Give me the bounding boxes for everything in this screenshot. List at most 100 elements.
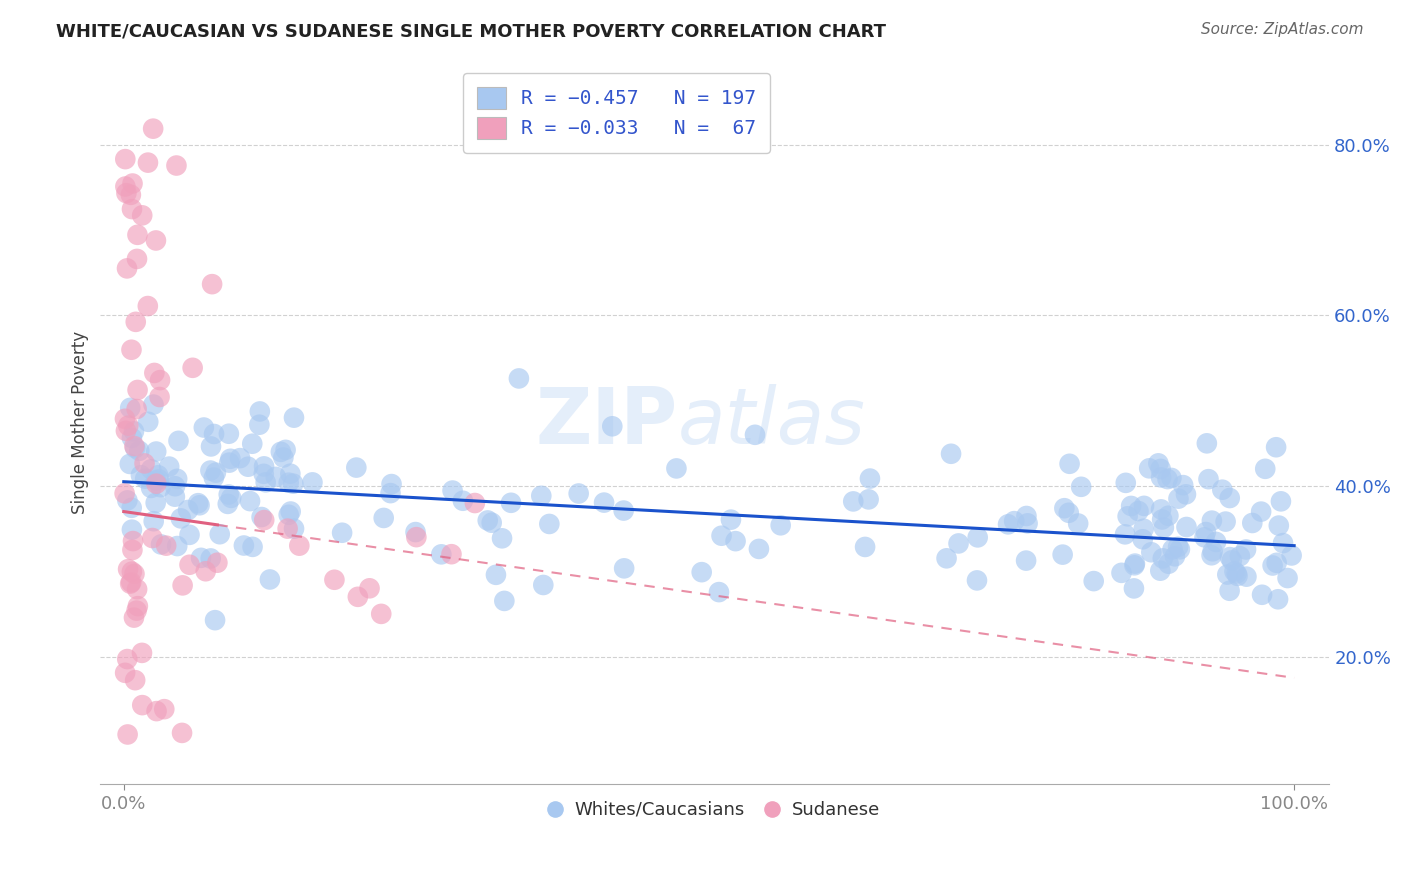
Point: [273, 450, 295, 465]
Point: [853, 540, 876, 554]
Point: [117, 652, 139, 666]
Point: [114, 665, 136, 680]
Point: [202, 427, 225, 442]
Point: [232, 539, 254, 553]
Point: [344, 460, 367, 475]
Point: [277, 508, 299, 522]
Point: [1152, 551, 1174, 566]
Point: [277, 475, 299, 490]
Point: [240, 436, 263, 450]
Point: [143, 366, 166, 380]
Point: [190, 550, 212, 565]
Point: [997, 517, 1019, 532]
Point: [170, 726, 193, 740]
Point: [430, 547, 453, 561]
Point: [142, 398, 165, 412]
Point: [145, 704, 167, 718]
Point: [259, 573, 281, 587]
Point: [124, 441, 146, 455]
Point: [1121, 499, 1143, 513]
Point: [254, 475, 277, 490]
Point: [1122, 582, 1144, 596]
Point: [1132, 533, 1154, 547]
Point: [1057, 506, 1080, 520]
Point: [1201, 548, 1223, 562]
Point: [121, 565, 143, 579]
Point: [724, 534, 747, 549]
Point: [707, 585, 730, 599]
Point: [121, 343, 143, 357]
Point: [131, 646, 153, 660]
Point: [283, 410, 305, 425]
Point: [145, 444, 167, 458]
Point: [194, 564, 217, 578]
Point: [485, 567, 508, 582]
Point: [121, 431, 143, 445]
Point: [125, 402, 148, 417]
Point: [217, 497, 239, 511]
Point: [494, 594, 516, 608]
Point: [1250, 505, 1272, 519]
Text: ZIP: ZIP: [536, 384, 678, 460]
Point: [710, 529, 733, 543]
Point: [280, 504, 302, 518]
Point: [141, 481, 163, 495]
Point: [166, 539, 188, 553]
Point: [538, 516, 561, 531]
Point: [1268, 518, 1291, 533]
Point: [219, 491, 242, 505]
Point: [1114, 527, 1136, 541]
Point: [1161, 542, 1184, 557]
Point: [1254, 462, 1277, 476]
Point: [121, 202, 143, 216]
Point: [690, 565, 713, 579]
Point: [1229, 549, 1251, 564]
Point: [1219, 583, 1241, 598]
Point: [149, 373, 172, 387]
Point: [1234, 542, 1257, 557]
Point: [1015, 553, 1038, 567]
Point: [1017, 516, 1039, 531]
Point: [593, 495, 616, 509]
Point: [1272, 536, 1295, 550]
Point: [253, 513, 276, 527]
Point: [218, 426, 240, 441]
Point: [613, 561, 636, 575]
Point: [121, 523, 143, 537]
Point: [188, 498, 211, 512]
Point: [1281, 549, 1303, 563]
Point: [1175, 520, 1198, 534]
Point: [720, 513, 742, 527]
Point: [859, 472, 882, 486]
Point: [283, 522, 305, 536]
Point: [145, 476, 167, 491]
Text: WHITE/CAUCASIAN VS SUDANESE SINGLE MOTHER POVERTY CORRELATION CHART: WHITE/CAUCASIAN VS SUDANESE SINGLE MOTHE…: [56, 22, 886, 40]
Point: [114, 411, 136, 425]
Point: [405, 525, 427, 540]
Point: [1115, 475, 1137, 490]
Point: [1164, 549, 1187, 564]
Point: [1150, 502, 1173, 516]
Point: [966, 574, 988, 588]
Point: [277, 522, 299, 536]
Point: [1153, 520, 1175, 534]
Point: [141, 462, 163, 476]
Point: [204, 613, 226, 627]
Point: [477, 513, 499, 527]
Point: [769, 518, 792, 533]
Point: [1236, 569, 1258, 583]
Point: [1219, 550, 1241, 565]
Point: [247, 417, 270, 432]
Point: [129, 468, 152, 483]
Point: [1002, 514, 1025, 528]
Point: [380, 477, 402, 491]
Point: [122, 534, 145, 549]
Point: [218, 487, 240, 501]
Point: [1059, 457, 1081, 471]
Point: [219, 451, 242, 466]
Point: [236, 459, 259, 474]
Point: [115, 424, 138, 438]
Point: [146, 468, 169, 483]
Point: [939, 447, 962, 461]
Point: [166, 159, 188, 173]
